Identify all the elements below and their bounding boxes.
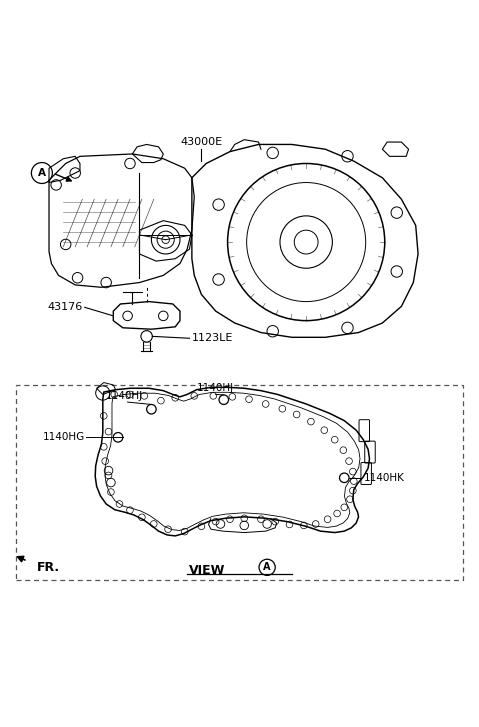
Text: 43176: 43176 (47, 302, 82, 313)
Text: 1123LE: 1123LE (192, 333, 233, 343)
Text: 1140HJ: 1140HJ (106, 390, 143, 401)
Text: FR.: FR. (37, 561, 60, 574)
Text: 1140HJ: 1140HJ (197, 383, 234, 393)
Text: 1140HK: 1140HK (363, 473, 404, 483)
Text: A: A (263, 562, 271, 572)
Text: 43000E: 43000E (180, 137, 222, 147)
Text: 1140HG: 1140HG (43, 433, 85, 442)
Text: A: A (38, 168, 46, 178)
Text: VIEW: VIEW (189, 564, 225, 577)
Bar (16, 385, 463, 580)
